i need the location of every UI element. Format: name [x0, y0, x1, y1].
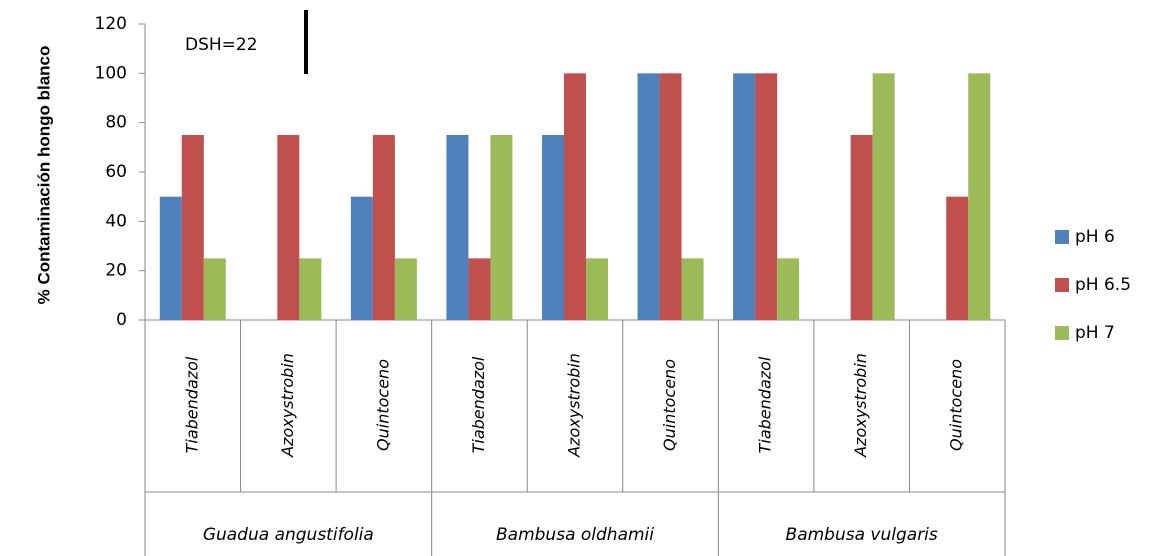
bar [542, 135, 564, 320]
x-tick-label: Quintoceno [947, 359, 966, 451]
bar [350, 196, 373, 320]
bar [394, 258, 417, 320]
group-label: Bambusa oldhamii [496, 525, 654, 545]
bar [203, 258, 226, 320]
y-tick-label: 60 [105, 162, 127, 182]
y-tick-label: 80 [105, 113, 127, 133]
y-tick-label: 20 [105, 261, 127, 281]
bar [850, 135, 873, 320]
y-tick-label: 100 [95, 63, 127, 83]
bar [181, 135, 204, 320]
legend-swatch [1055, 278, 1069, 292]
group-label: Guadua angustifolia [203, 525, 374, 545]
bar [968, 73, 991, 320]
bar [777, 258, 800, 320]
y-axis-title: % Contaminación hongo blanco [34, 46, 53, 305]
bar [681, 258, 704, 320]
bar [586, 258, 608, 320]
x-tick-label: Quintoceno [373, 359, 392, 451]
bar [564, 73, 586, 320]
y-tick-label: 120 [95, 14, 127, 34]
bar [299, 258, 322, 320]
x-tick-label: Azoxystrobin [851, 353, 870, 458]
group-label: Bambusa vulgaris [786, 525, 938, 545]
bar [755, 73, 778, 320]
bar [446, 135, 469, 320]
x-tick-label: Tiabendazol [756, 356, 775, 453]
x-tick-label: Azoxystrobin [565, 353, 584, 458]
bar [946, 196, 969, 320]
bar [733, 73, 756, 320]
bar [159, 196, 182, 320]
legend-swatch [1055, 326, 1069, 340]
y-tick-label: 0 [116, 310, 127, 330]
legend-label: pH 7 [1075, 323, 1115, 343]
legend-label: pH 6.5 [1075, 275, 1131, 295]
y-tick-label: 40 [105, 211, 127, 231]
x-tick-label: Tiabendazol [469, 356, 488, 453]
x-tick-label: Tiabendazol [182, 356, 201, 453]
bar [468, 258, 491, 320]
bar [659, 73, 682, 320]
bar [637, 73, 660, 320]
x-tick-label: Quintoceno [660, 359, 679, 451]
legend-label: pH 6 [1075, 227, 1115, 247]
bar [490, 135, 513, 320]
legend-swatch [1055, 230, 1069, 244]
annotation: DSH=22 [185, 35, 258, 55]
bar [277, 135, 300, 320]
x-tick-label: Azoxystrobin [278, 353, 297, 458]
bar [872, 73, 895, 320]
bar [372, 135, 395, 320]
